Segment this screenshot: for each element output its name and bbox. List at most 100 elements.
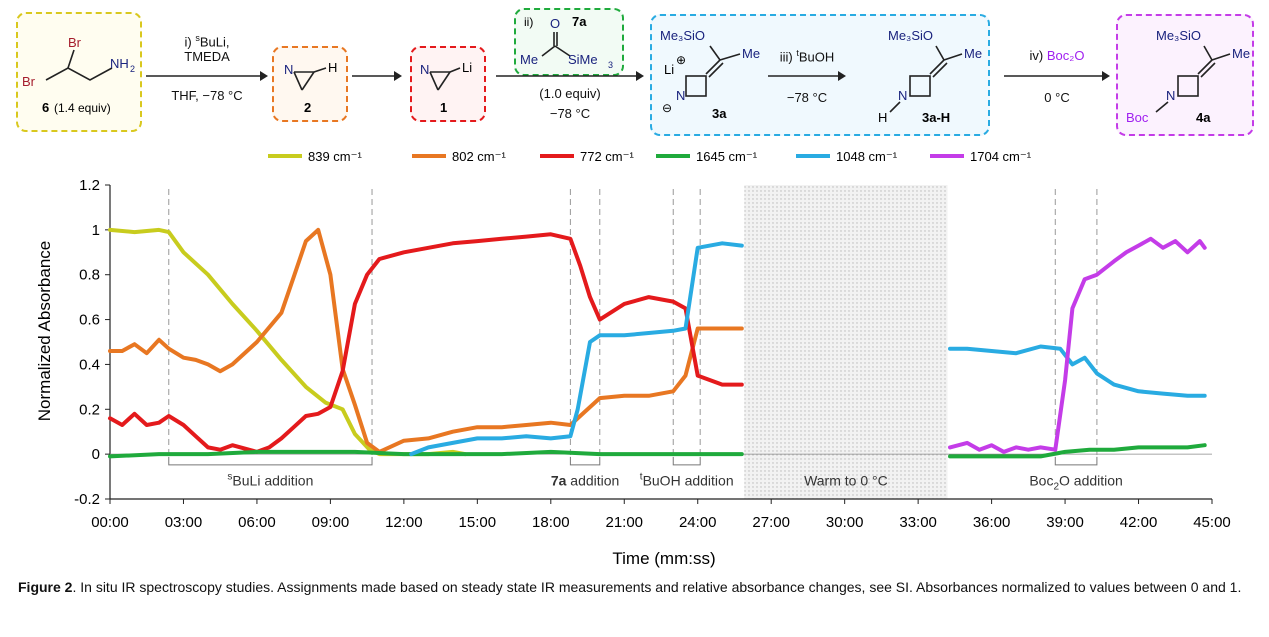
legend-label: 1645 cm⁻¹ xyxy=(696,149,758,164)
x-tick-label: 15:00 xyxy=(459,514,497,531)
x-tick-label: 18:00 xyxy=(532,514,570,531)
br-left-label: Br xyxy=(22,74,36,89)
o-atom: O xyxy=(550,16,560,31)
step-4-reagent: iv) Boc₂O xyxy=(1029,48,1085,63)
y-tick-label: 0.2 xyxy=(79,401,100,418)
event-bracket xyxy=(168,456,373,466)
series-lines xyxy=(108,227,1207,459)
boc-group: Boc xyxy=(1126,110,1149,125)
me3sio-group: Me₃SiO xyxy=(660,28,705,43)
h-atom: H xyxy=(328,60,337,75)
series-1645-line xyxy=(108,449,744,459)
compound-6-box xyxy=(16,12,142,132)
x-tick-label: 39:00 xyxy=(1046,514,1084,531)
warm-region xyxy=(744,185,948,499)
series-1704-line xyxy=(948,236,1207,454)
event-bracket xyxy=(569,456,601,466)
compound-1-box xyxy=(410,46,486,122)
y-tick-label: 1.2 xyxy=(79,177,100,194)
x-tick-label: 33:00 xyxy=(899,514,937,531)
n-atom: N xyxy=(676,88,685,103)
compound-2-label: 2 xyxy=(304,100,311,115)
compound-6-equiv: (1.4 equiv) xyxy=(54,101,111,115)
y-tick-label: 0.6 xyxy=(79,312,100,329)
minus-charge: ⊖ xyxy=(662,101,672,115)
event-bracket xyxy=(1054,456,1098,466)
arrow-step-1 xyxy=(146,71,268,81)
arrow-step-2b xyxy=(496,71,644,81)
arrow-step-2a xyxy=(352,71,402,81)
step-4-conditions: 0 °C xyxy=(1044,90,1070,105)
event-label: Warm to 0 °C xyxy=(804,473,888,489)
step-2-conditions: −78 °C xyxy=(549,106,591,121)
legend-label: 802 cm⁻¹ xyxy=(452,149,506,164)
br-top-label: Br xyxy=(68,35,82,50)
li-atom: Li xyxy=(462,60,472,75)
y-tick-label: 0.8 xyxy=(79,267,100,284)
nh2-subscript: 2 xyxy=(130,64,135,74)
y-tick-label: 1 xyxy=(92,222,100,239)
me-group: Me xyxy=(1232,46,1250,61)
event-label: tBuOH addition xyxy=(640,472,734,489)
nh2-label: NH xyxy=(110,56,129,71)
y-axis-label: Normalized Absorbance xyxy=(35,241,54,421)
event-annotations: sBuLi addition 7a addition tBuOH addition W… xyxy=(168,456,1123,493)
x-tick-label: 00:00 xyxy=(91,514,129,531)
x-tick-label: 03:00 xyxy=(165,514,203,531)
series-772-line xyxy=(108,232,744,454)
legend-label: 839 cm⁻¹ xyxy=(308,149,362,164)
series-1048-line-segment-2 xyxy=(948,344,1207,398)
li-atom: Li xyxy=(664,62,674,77)
step-3-conditions: −78 °C xyxy=(786,90,828,105)
me-group: Me xyxy=(964,46,982,61)
me-group: Me xyxy=(520,52,538,67)
y-tick-label: 0.4 xyxy=(79,356,100,373)
reagent-7a-label: 7a xyxy=(572,14,587,29)
legend: 839 cm⁻¹ 802 cm⁻¹ 772 cm⁻¹ 1645 cm⁻¹ 1048 cm… xyxy=(268,149,1032,164)
reagent-7a-box xyxy=(514,8,624,76)
reagent-7a-structure: ii) 7a O Me SiMe 3 xyxy=(520,14,613,70)
plus-charge: ⊕ xyxy=(676,53,686,67)
step-3-reagent: iii) tBuOH xyxy=(779,48,835,65)
warm-shaded-region xyxy=(744,185,948,499)
figure-caption: Figure 2. In situ IR spectroscopy studie… xyxy=(18,578,1253,597)
compound-1-label: 1 xyxy=(440,100,447,115)
legend-label: 772 cm⁻¹ xyxy=(580,149,634,164)
arrow-step-3 xyxy=(768,71,846,81)
y-tick-label: 0 xyxy=(92,446,100,463)
compound-3a-label: 3a xyxy=(712,106,727,121)
x-tick-label: 27:00 xyxy=(752,514,790,531)
compound-4a-label: 4a xyxy=(1196,110,1211,125)
x-tick-label: 21:00 xyxy=(605,514,643,531)
compound-6-structure: Br Br NH 2 6 (1.4 equiv) xyxy=(22,35,135,115)
me-group: Me xyxy=(742,46,760,61)
x-tick-label: 36:00 xyxy=(973,514,1011,531)
caption-figure-number: Figure 2 xyxy=(18,579,73,595)
event-bracket xyxy=(672,456,701,466)
event-lines xyxy=(168,189,1098,459)
series-1048-line xyxy=(409,241,744,457)
series-1645-line-segment-2 xyxy=(948,443,1207,459)
h-atom: H xyxy=(878,110,887,125)
x-tick-label: 30:00 xyxy=(826,514,864,531)
me3sio-group: Me₃SiO xyxy=(1156,28,1201,43)
event-label: Boc2O addition xyxy=(1029,473,1123,493)
legend-label: 1704 cm⁻¹ xyxy=(970,149,1032,164)
x-tick-label: 45:00 xyxy=(1193,514,1231,531)
caption-text: . In situ IR spectroscopy studies. Assig… xyxy=(72,579,1242,595)
legend-label: 1048 cm⁻¹ xyxy=(836,149,898,164)
compound-2-structure: N H 2 xyxy=(284,60,337,115)
compound-2-box xyxy=(272,46,348,122)
x-tick-label: 09:00 xyxy=(312,514,350,531)
series-802-line xyxy=(108,227,744,454)
x-tick-label: 42:00 xyxy=(1120,514,1158,531)
x-tick-label: 12:00 xyxy=(385,514,423,531)
sime3-subscript: 3 xyxy=(608,60,613,70)
x-tick-label: 24:00 xyxy=(679,514,717,531)
arrow-step-4 xyxy=(1004,71,1110,81)
sime3-group: SiMe xyxy=(568,52,598,67)
intermediates-box xyxy=(650,14,990,136)
n-atom: N xyxy=(898,88,907,103)
compound-1-structure: N Li 1 xyxy=(420,60,472,115)
step-1-reagents: i) sBuLi, TMEDA xyxy=(184,33,230,65)
